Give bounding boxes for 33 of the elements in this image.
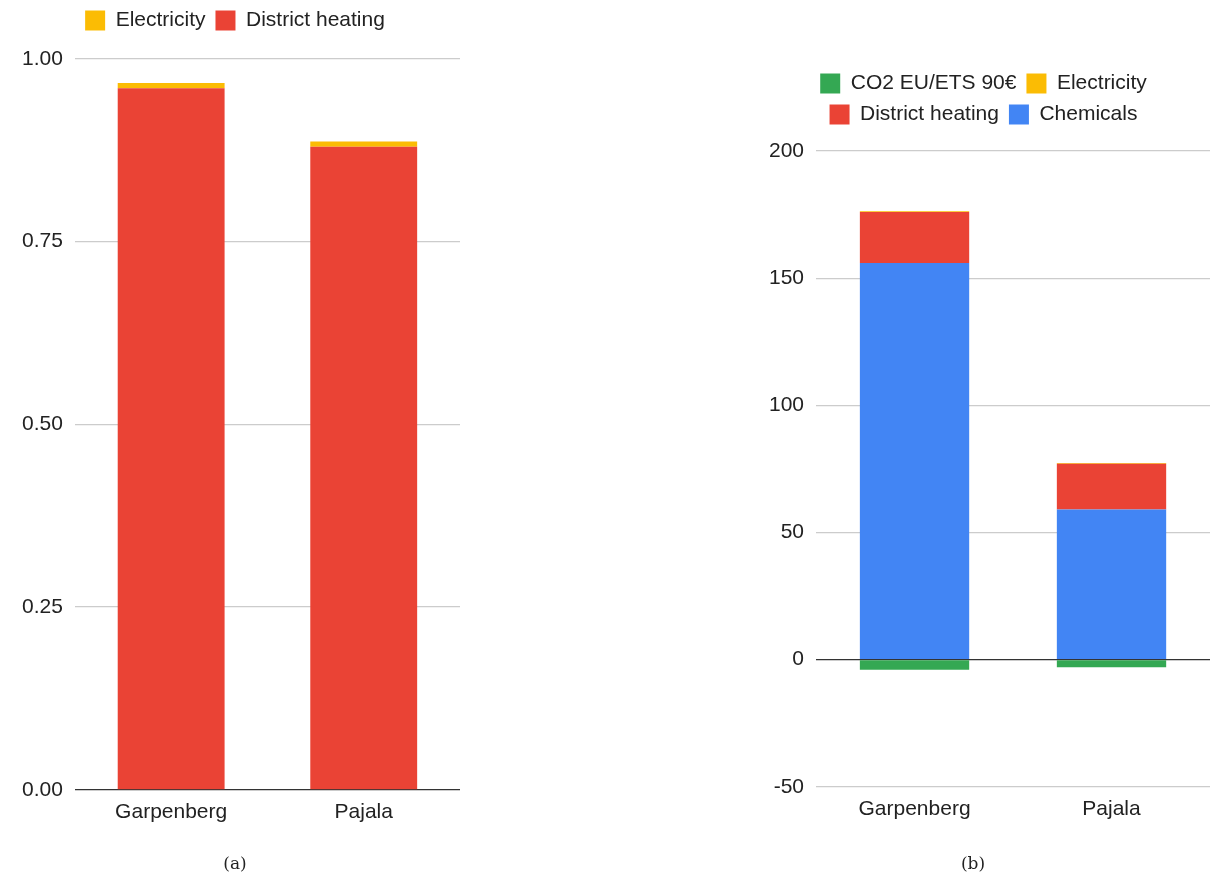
bar <box>1056 660 1167 668</box>
y-tick-label: 100 <box>768 392 805 416</box>
y-tick-label: 0.50 <box>22 411 63 435</box>
bar <box>117 88 225 790</box>
bar <box>859 660 970 670</box>
y-tick-label: 0.00 <box>22 776 63 800</box>
x-tick-label: Pajala <box>1082 796 1142 820</box>
y-tick-label: 200 <box>768 137 805 161</box>
y-tick-label: 0.25 <box>22 593 63 617</box>
legend-label: Electricity <box>1056 70 1148 94</box>
y-tick-label: 1.00 <box>22 45 63 69</box>
bar <box>1056 509 1167 660</box>
y-tick-label: -50 <box>773 773 805 797</box>
y-tick-label: 50 <box>780 519 805 543</box>
y-tick-label: 150 <box>768 264 805 288</box>
legend-label: Electricity <box>115 7 206 31</box>
y-tick-label: 0.75 <box>22 228 63 252</box>
bar <box>859 262 970 660</box>
x-tick-label: Garpenberg <box>115 799 228 823</box>
x-tick-label: Garpenberg <box>858 796 971 820</box>
legend-label: Chemicals <box>1039 101 1138 125</box>
text: (a) <box>222 853 248 873</box>
y-tick-label: 0 <box>792 646 805 670</box>
x-tick-label: Pajala <box>334 799 394 823</box>
bar <box>117 83 225 89</box>
legend-label: District heating <box>860 101 999 125</box>
bar <box>310 146 418 790</box>
bar <box>859 212 970 263</box>
legend-label: District heating <box>245 7 385 31</box>
bar <box>310 141 418 147</box>
legend-label: CO2 EU/ETS 90€ <box>850 70 1017 94</box>
text: (b) <box>959 853 987 873</box>
bar <box>1056 463 1167 510</box>
